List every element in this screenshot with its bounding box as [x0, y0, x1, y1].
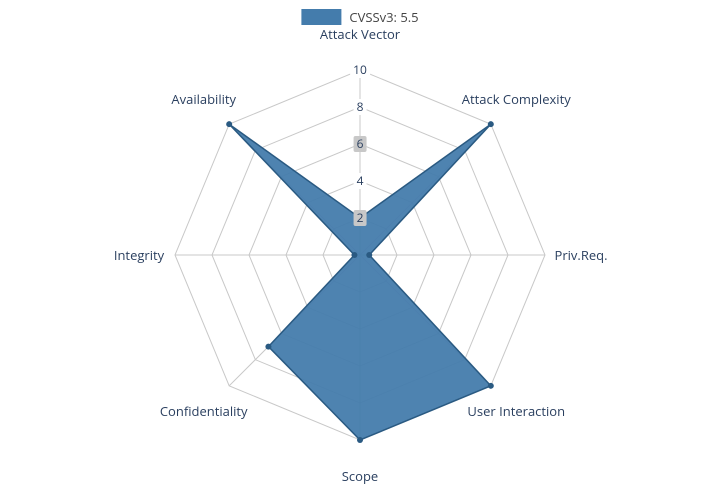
radial-tick: 4	[354, 173, 367, 189]
axis-label: Priv.Req.	[554, 246, 607, 264]
legend[interactable]: CVSSv3: 5.5	[301, 8, 418, 26]
radial-tick: 10	[350, 62, 370, 78]
axis-label: Scope	[342, 467, 378, 485]
radial-tick: 6	[354, 136, 367, 152]
axis-label: Attack Complexity	[462, 90, 571, 108]
axis-label: Availability	[171, 90, 236, 108]
axis-label: Confidentiality	[160, 402, 248, 420]
axis-label: Attack Vector	[320, 25, 400, 43]
radial-tick: 2	[354, 210, 367, 226]
cvss-radar-chart: { "type": "radar", "legend": { "label": …	[0, 0, 720, 504]
legend-swatch	[301, 9, 341, 25]
legend-label: CVSSv3: 5.5	[349, 8, 418, 26]
radial-tick: 8	[354, 99, 367, 115]
axis-label: Integrity	[114, 246, 164, 264]
axis-label: User Interaction	[467, 402, 565, 420]
